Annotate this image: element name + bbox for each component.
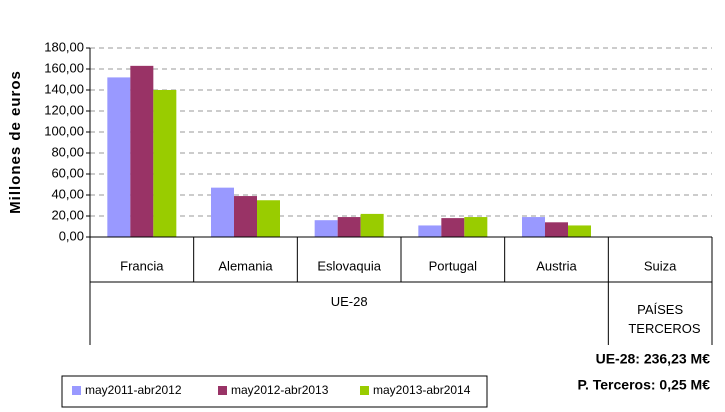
bar bbox=[211, 187, 234, 237]
bar bbox=[464, 217, 488, 237]
y-axis-label: Millones de euros bbox=[7, 70, 24, 214]
annotation: P. Terceros: 0,25 M€ bbox=[577, 377, 710, 393]
bar bbox=[337, 217, 361, 237]
annotation: UE-28: 236,23 M€ bbox=[596, 351, 711, 367]
bar bbox=[107, 77, 131, 238]
legend-label: may2012-abr2013 bbox=[231, 383, 329, 397]
legend-box bbox=[61, 375, 488, 408]
y-tick-label: 140,00 bbox=[44, 81, 84, 96]
bar bbox=[153, 90, 177, 237]
bar bbox=[441, 218, 465, 237]
y-tick-label: 0,00 bbox=[59, 228, 84, 243]
group-label: UE-28 bbox=[330, 294, 368, 309]
y-tick-label: 120,00 bbox=[44, 102, 84, 117]
x-tick-label: Portugal bbox=[429, 258, 478, 273]
bar bbox=[360, 213, 384, 237]
y-tick-label: 20,00 bbox=[51, 207, 84, 222]
bar bbox=[130, 65, 154, 237]
bar bbox=[314, 220, 338, 237]
bar bbox=[545, 222, 568, 237]
legend-label: may2011-abr2012 bbox=[85, 383, 182, 397]
x-tick-label: Francia bbox=[120, 258, 164, 273]
y-tick-label: 80,00 bbox=[51, 144, 84, 159]
y-tick-label: 40,00 bbox=[51, 186, 84, 201]
group-label: PAÍSES TERCEROS bbox=[628, 302, 701, 336]
y-tick-label: 180,00 bbox=[44, 39, 84, 54]
bar bbox=[234, 196, 257, 237]
x-tick-label: Eslovaquia bbox=[317, 258, 381, 273]
bar bbox=[568, 225, 591, 237]
legend-swatch bbox=[360, 386, 369, 395]
bar bbox=[522, 217, 545, 237]
x-tick-label: Suiza bbox=[644, 258, 677, 273]
legend-label: may2013-abr2014 bbox=[373, 383, 471, 397]
bar bbox=[418, 225, 442, 237]
y-tick-label: 60,00 bbox=[51, 165, 84, 180]
x-tick-label: Austria bbox=[536, 258, 577, 273]
y-tick-label: 160,00 bbox=[44, 60, 84, 75]
bar bbox=[257, 200, 280, 237]
y-tick-label: 100,00 bbox=[44, 123, 84, 138]
legend-swatch bbox=[72, 386, 81, 395]
x-tick-label: Alemania bbox=[218, 258, 273, 273]
legend-swatch bbox=[218, 386, 227, 395]
